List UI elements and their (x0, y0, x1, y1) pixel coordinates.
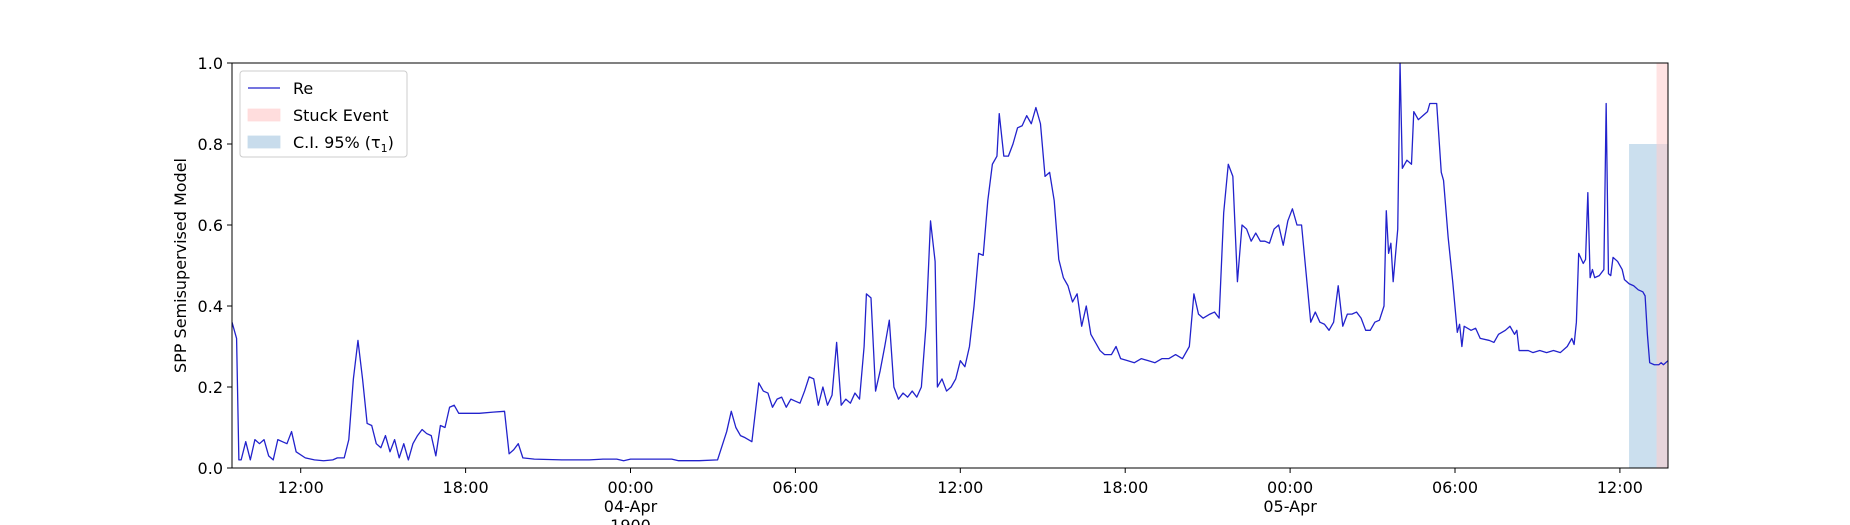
x-tick-label: 12:00 (937, 478, 983, 497)
y-tick-label: 0.0 (198, 459, 223, 478)
legend-label: C.I. 95% (τ1) (293, 133, 394, 155)
span-layer (1629, 63, 1668, 468)
x-tick-label: 00:00 (1267, 478, 1313, 497)
series-line-re (232, 62, 1668, 462)
span-stuck-event (1656, 63, 1668, 468)
x-tick-label: 12:00 (1597, 478, 1643, 497)
y-tick-label: 1.0 (198, 54, 223, 73)
legend-box (239, 70, 408, 158)
x-tick-label: 04-Apr (604, 497, 658, 516)
plot-frame (231, 62, 1669, 469)
x-tick-label: 05-Apr (1263, 497, 1317, 516)
y-axis-label: SPP Semisupervised Model (171, 158, 190, 373)
series-layer (232, 62, 1668, 462)
legend-label: Re (293, 79, 313, 98)
legend: Re Stuck Event C.I. 95% (τ1) (239, 70, 408, 158)
x-tick-label: 18:00 (443, 478, 489, 497)
y-tick-label: 0.2 (198, 378, 223, 397)
legend-swatch-patch (247, 135, 281, 149)
y-tick-label: 0.8 (198, 135, 223, 154)
x-tick-label: 1900 (610, 516, 651, 525)
y-tick-label: 0.6 (198, 216, 223, 235)
x-axis: 12:0018:0000:0004-Apr190006:0012:0018:00… (278, 468, 1643, 525)
legend-label: Stuck Event (293, 106, 389, 125)
y-axis: 0.0 0.2 0.4 0.6 0.8 1.0 (198, 54, 232, 478)
legend-swatch-patch (247, 108, 281, 122)
x-tick-label: 18:00 (1102, 478, 1148, 497)
x-tick-label: 06:00 (772, 478, 818, 497)
y-tick-label: 0.4 (198, 297, 223, 316)
x-tick-label: 06:00 (1432, 478, 1478, 497)
x-tick-label: 00:00 (607, 478, 653, 497)
x-tick-label: 12:00 (278, 478, 324, 497)
